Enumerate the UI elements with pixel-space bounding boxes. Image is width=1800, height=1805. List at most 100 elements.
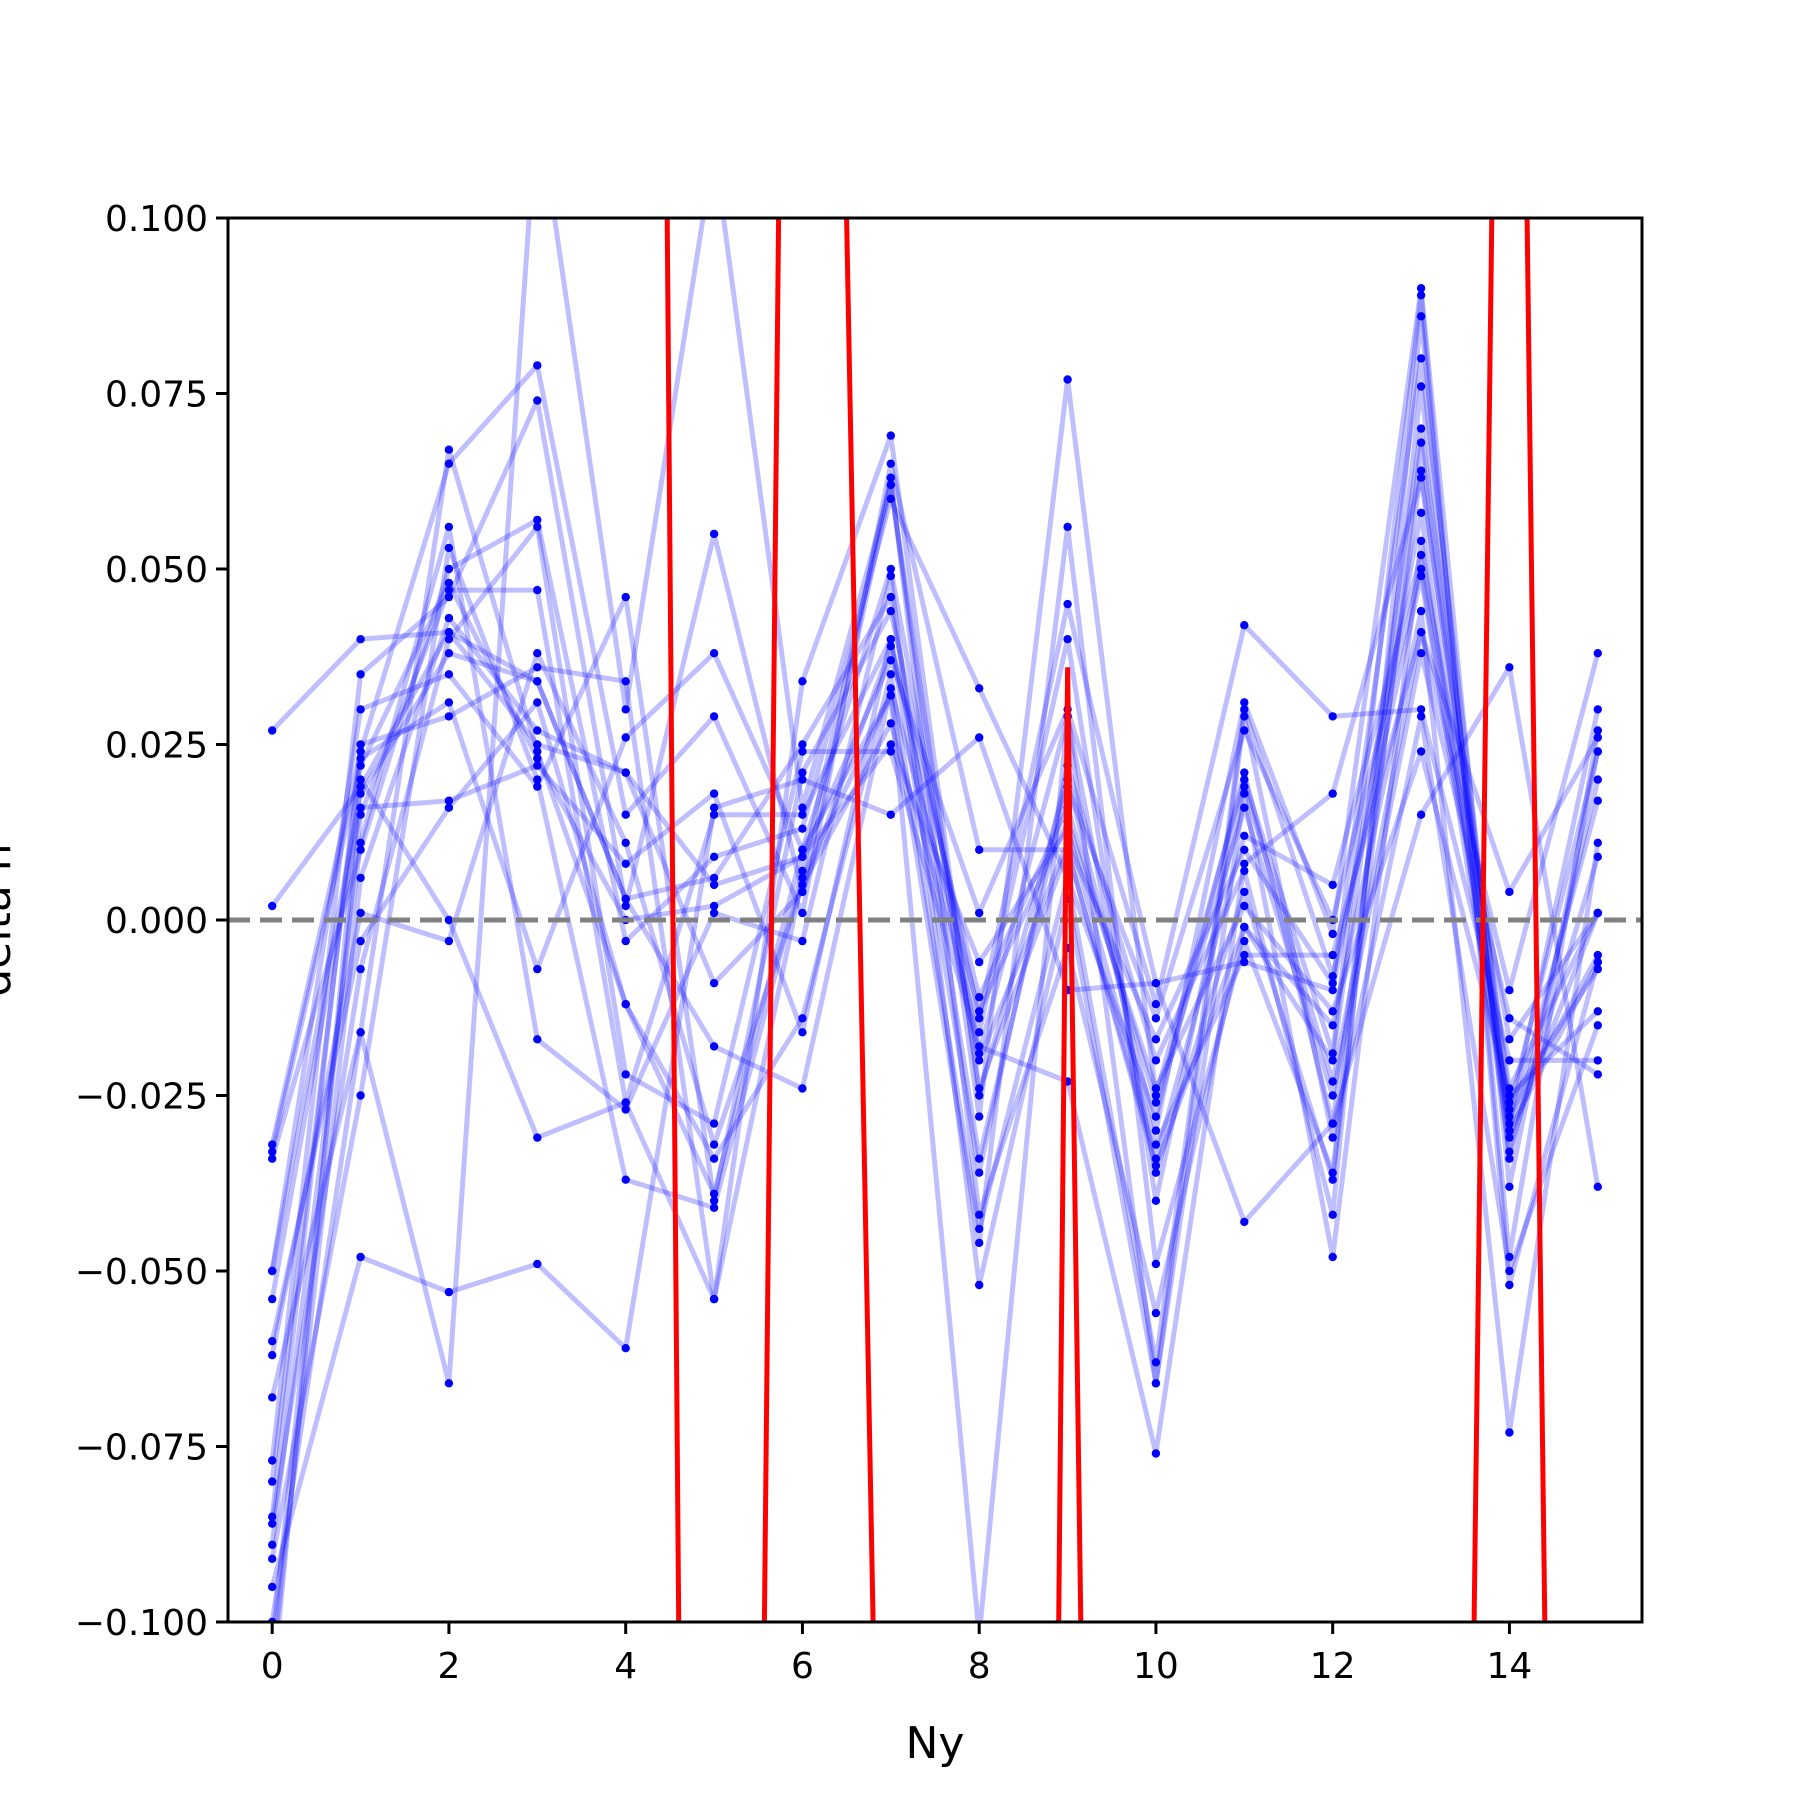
- series-point-9-15: [1593, 775, 1603, 784]
- series-point-14-10: [1151, 1035, 1161, 1044]
- series-point-4-1: [356, 705, 365, 714]
- series-point-18-1: [356, 936, 365, 946]
- series-point-19-13: [1416, 810, 1426, 819]
- series-point-17-11: [1240, 726, 1249, 735]
- series-point-4-11: [1240, 957, 1249, 967]
- series-point-13-6: [798, 866, 807, 876]
- series-line-14: [271, 355, 1601, 1622]
- series-point-18-0: [268, 1337, 277, 1346]
- series-point-14-1: [356, 810, 365, 819]
- series-point-2-2: [444, 459, 454, 468]
- series-point-20-5: [709, 1294, 719, 1304]
- series-point-19-11: [1240, 1217, 1249, 1227]
- series-point-21-2: [444, 1379, 454, 1388]
- highlight-line-segment-1: [761, 218, 782, 1622]
- series-point-6-7: [886, 719, 895, 728]
- series-point-11-1: [356, 964, 365, 974]
- series-point-10-10: [1151, 1126, 1161, 1135]
- series-point-12-15: [1593, 950, 1603, 960]
- series-point-11-13: [1416, 473, 1426, 482]
- series-point-3-4: [621, 936, 630, 946]
- series-point-9-5: [709, 649, 719, 658]
- series-point-6-1: [356, 908, 365, 918]
- series-point-10-4: [621, 677, 630, 686]
- x-tick-label-12: 12: [1310, 1646, 1356, 1687]
- series-point-5-6: [798, 1028, 807, 1037]
- series-point-7-8: [975, 1224, 984, 1234]
- series-point-9-2: [444, 698, 454, 707]
- x-tick-label-0: 0: [261, 1646, 284, 1687]
- series-line-2: [269, 362, 1600, 1162]
- series-point-7-0: [268, 1393, 277, 1402]
- series-point-17-14: [1505, 1105, 1514, 1114]
- series-point-20-10: [1151, 1379, 1161, 1388]
- series-point-5-3: [533, 761, 542, 770]
- series-point-17-0: [268, 1266, 277, 1276]
- series-point-13-7: [886, 473, 895, 482]
- series-point-15-1: [356, 873, 365, 883]
- series-point-12-6: [798, 936, 807, 946]
- series-point-19-0: [268, 1582, 277, 1592]
- highlight-line-segment-2: [844, 218, 876, 1622]
- series-point-3-3: [533, 515, 542, 525]
- series-point-16-0: [268, 1147, 277, 1156]
- series-point-10-3: [533, 663, 542, 672]
- series-line-17: [269, 566, 1601, 1272]
- series-point-4-13: [1416, 508, 1426, 517]
- series-point-5-13: [1416, 312, 1426, 321]
- series-point-2-11: [1240, 831, 1249, 840]
- series-point-5-8: [975, 1168, 984, 1177]
- series-point-15-8: [975, 993, 984, 1002]
- series-point-18-15: [1593, 908, 1603, 918]
- series-point-18-12: [1328, 1175, 1337, 1184]
- series-point-1-7: [886, 684, 895, 693]
- series-point-12-12: [1328, 1252, 1337, 1262]
- series-point-21-1: [356, 1028, 365, 1037]
- series-line-5: [269, 313, 1601, 1300]
- series-point-7-5: [709, 1154, 719, 1163]
- series-point-6-14: [1505, 986, 1514, 995]
- series-point-1-10: [1151, 1084, 1161, 1093]
- series-point-2-1: [356, 747, 365, 756]
- series-point-17-5: [709, 873, 719, 883]
- series-point-4-15: [1593, 852, 1603, 861]
- series-point-12-13: [1416, 536, 1426, 546]
- series-point-19-2: [444, 1287, 454, 1297]
- series-point-6-12: [1328, 1077, 1337, 1086]
- series-point-19-7: [886, 810, 895, 819]
- series-point-14-11: [1240, 845, 1249, 854]
- y-tick-label-3: −0.025: [75, 1077, 208, 1118]
- series-point-18-11: [1240, 887, 1249, 897]
- series-line-12: [269, 524, 1600, 1546]
- y-tick-label-7: 0.075: [105, 375, 208, 416]
- series-point-13-4: [621, 1175, 630, 1184]
- x-tick-label-10: 10: [1133, 1646, 1179, 1687]
- series-point-11-2: [444, 635, 454, 644]
- series-point-20-14: [1505, 1266, 1514, 1276]
- series-point-11-6: [798, 747, 807, 756]
- y-axis-label: delta h: [0, 843, 21, 996]
- series-point-14-13: [1416, 354, 1426, 363]
- series-point-9-3: [533, 964, 542, 974]
- series-point-2-8: [975, 845, 984, 854]
- series-point-0-10: [1151, 1000, 1161, 1009]
- series-line-0: [270, 622, 1598, 1063]
- series-point-0-3: [533, 740, 542, 749]
- series-line-8: [269, 292, 1601, 1461]
- series-point-19-4: [621, 1344, 630, 1353]
- series-point-19-8: [975, 733, 984, 742]
- series-point-18-5: [709, 1189, 719, 1199]
- series-point-5-1: [356, 803, 365, 812]
- series-point-7-13: [1416, 571, 1426, 581]
- series-point-6-3: [533, 649, 542, 658]
- series-point-19-1: [356, 1252, 365, 1262]
- highlight-line-segment-4: [1471, 218, 1495, 1622]
- series-point-11-11: [1240, 859, 1249, 868]
- series-point-17-6: [798, 740, 807, 749]
- series-point-3-6: [798, 824, 807, 833]
- series-point-2-10: [1151, 1154, 1161, 1163]
- series-point-3-1: [356, 845, 365, 854]
- series-line-6: [269, 629, 1601, 1356]
